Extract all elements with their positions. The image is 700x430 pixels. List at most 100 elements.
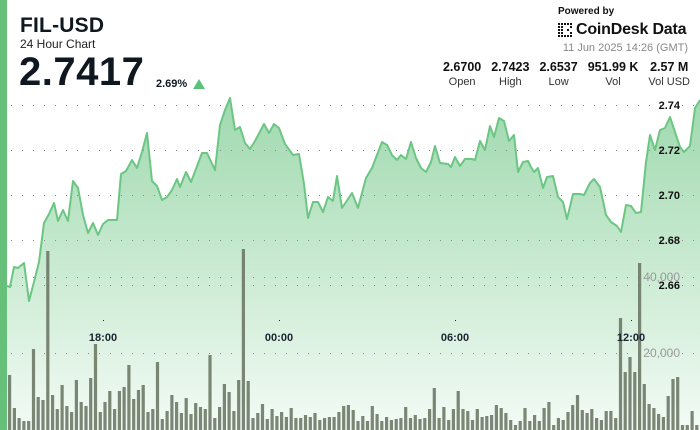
- grid-dot: [44, 353, 45, 354]
- grid-dot: [55, 195, 56, 196]
- grid-dot: [561, 105, 562, 106]
- grid-dot: [440, 277, 441, 278]
- grid-dot: [594, 285, 595, 286]
- grid-dot: [330, 240, 331, 241]
- grid-dot: [473, 285, 474, 286]
- timestamp: 11 Jun 2025 14:26 (GMT): [562, 42, 688, 54]
- grid-dot: [77, 277, 78, 278]
- volume-bar: [494, 405, 498, 430]
- grid-dot: [121, 277, 122, 278]
- volume-bar: [604, 411, 608, 430]
- volume-bar: [194, 403, 198, 430]
- volume-bar: [170, 395, 174, 430]
- grid-dot: [451, 150, 452, 151]
- grid-dot: [495, 195, 496, 196]
- y-axis-labels: 2.66 2.68 2.70 2.72 2.74: [659, 100, 681, 292]
- grid-dot: [627, 240, 628, 241]
- grid-dot: [594, 240, 595, 241]
- grid-dot: [253, 105, 254, 106]
- grid-dot: [363, 105, 364, 106]
- grid-dot: [275, 195, 276, 196]
- grid-dot: [440, 195, 441, 196]
- volume-bar: [74, 380, 78, 430]
- change-percent: 2.69%: [156, 78, 188, 90]
- grid-dot: [407, 105, 408, 106]
- volume-bar: [566, 412, 570, 430]
- grid-dot: [506, 240, 507, 241]
- volume-bar: [299, 418, 303, 430]
- grid-dot: [286, 150, 287, 151]
- grid-dot: [132, 277, 133, 278]
- volume-bar: [27, 421, 31, 430]
- grid-dot: [605, 105, 606, 106]
- grid-dot: [352, 353, 353, 354]
- grid-dot: [561, 285, 562, 286]
- grid-dot: [363, 285, 364, 286]
- grid-dot: [275, 150, 276, 151]
- volume-bar: [113, 409, 117, 430]
- grid-dot: [242, 195, 243, 196]
- grid-dot: [484, 277, 485, 278]
- grid-dot: [572, 285, 573, 286]
- volume-bar: [437, 418, 441, 430]
- volume-bar: [533, 415, 537, 430]
- volume-bar: [490, 415, 494, 430]
- x-tick-label: 12:00: [617, 332, 645, 344]
- grid-dot: [495, 240, 496, 241]
- volume-bar: [413, 415, 417, 430]
- grid-dot: [517, 240, 518, 241]
- grid-dot: [264, 240, 265, 241]
- volume-bar: [184, 398, 188, 430]
- grid-dot: [143, 240, 144, 241]
- grid-dot: [242, 240, 243, 241]
- grid-dot: [110, 150, 111, 151]
- grid-dot: [693, 105, 694, 106]
- grid-dot: [693, 285, 694, 286]
- grid-dot: [407, 240, 408, 241]
- grid-dot: [462, 285, 463, 286]
- grid-dot: [165, 285, 166, 286]
- grid-dot: [572, 277, 573, 278]
- grid-dot: [66, 195, 67, 196]
- volume-bar: [284, 417, 288, 430]
- grid-dot: [319, 195, 320, 196]
- grid-dot: [418, 195, 419, 196]
- grid-dot: [341, 353, 342, 354]
- grid-dot: [528, 353, 529, 354]
- grid-dot: [33, 195, 34, 196]
- grid-dot: [594, 277, 595, 278]
- chart-subtitle: 24 Hour Chart: [20, 37, 96, 51]
- grid-dot: [330, 353, 331, 354]
- grid-dot: [660, 277, 661, 278]
- x-tick-label: 18:00: [89, 332, 117, 344]
- grid-dot: [165, 353, 166, 354]
- grid-dot: [187, 277, 188, 278]
- volume-bar: [270, 409, 274, 430]
- grid-dot: [616, 240, 617, 241]
- grid-dot: [176, 195, 177, 196]
- volume-bar: [31, 349, 36, 430]
- y-tick-label: 2.74: [659, 100, 681, 112]
- grid-dot: [539, 277, 540, 278]
- y-tick-label: 2.70: [659, 190, 680, 202]
- grid-dot: [495, 277, 496, 278]
- x-tick-mark: [279, 320, 280, 321]
- grid-dot: [55, 105, 56, 106]
- grid-dot: [528, 277, 529, 278]
- grid-dot: [264, 285, 265, 286]
- grid-dot: [154, 240, 155, 241]
- grid-dot: [671, 353, 672, 354]
- grid-dot: [11, 195, 12, 196]
- volume-bar: [103, 402, 107, 430]
- grid-dot: [583, 240, 584, 241]
- grid-dot: [66, 277, 67, 278]
- grid-dot: [121, 195, 122, 196]
- grid-dot: [187, 240, 188, 241]
- grid-dot: [132, 195, 133, 196]
- grid-dot: [385, 285, 386, 286]
- grid-dot: [440, 240, 441, 241]
- grid-dot: [308, 105, 309, 106]
- volume-bar: [175, 402, 179, 430]
- grid-dot: [297, 285, 298, 286]
